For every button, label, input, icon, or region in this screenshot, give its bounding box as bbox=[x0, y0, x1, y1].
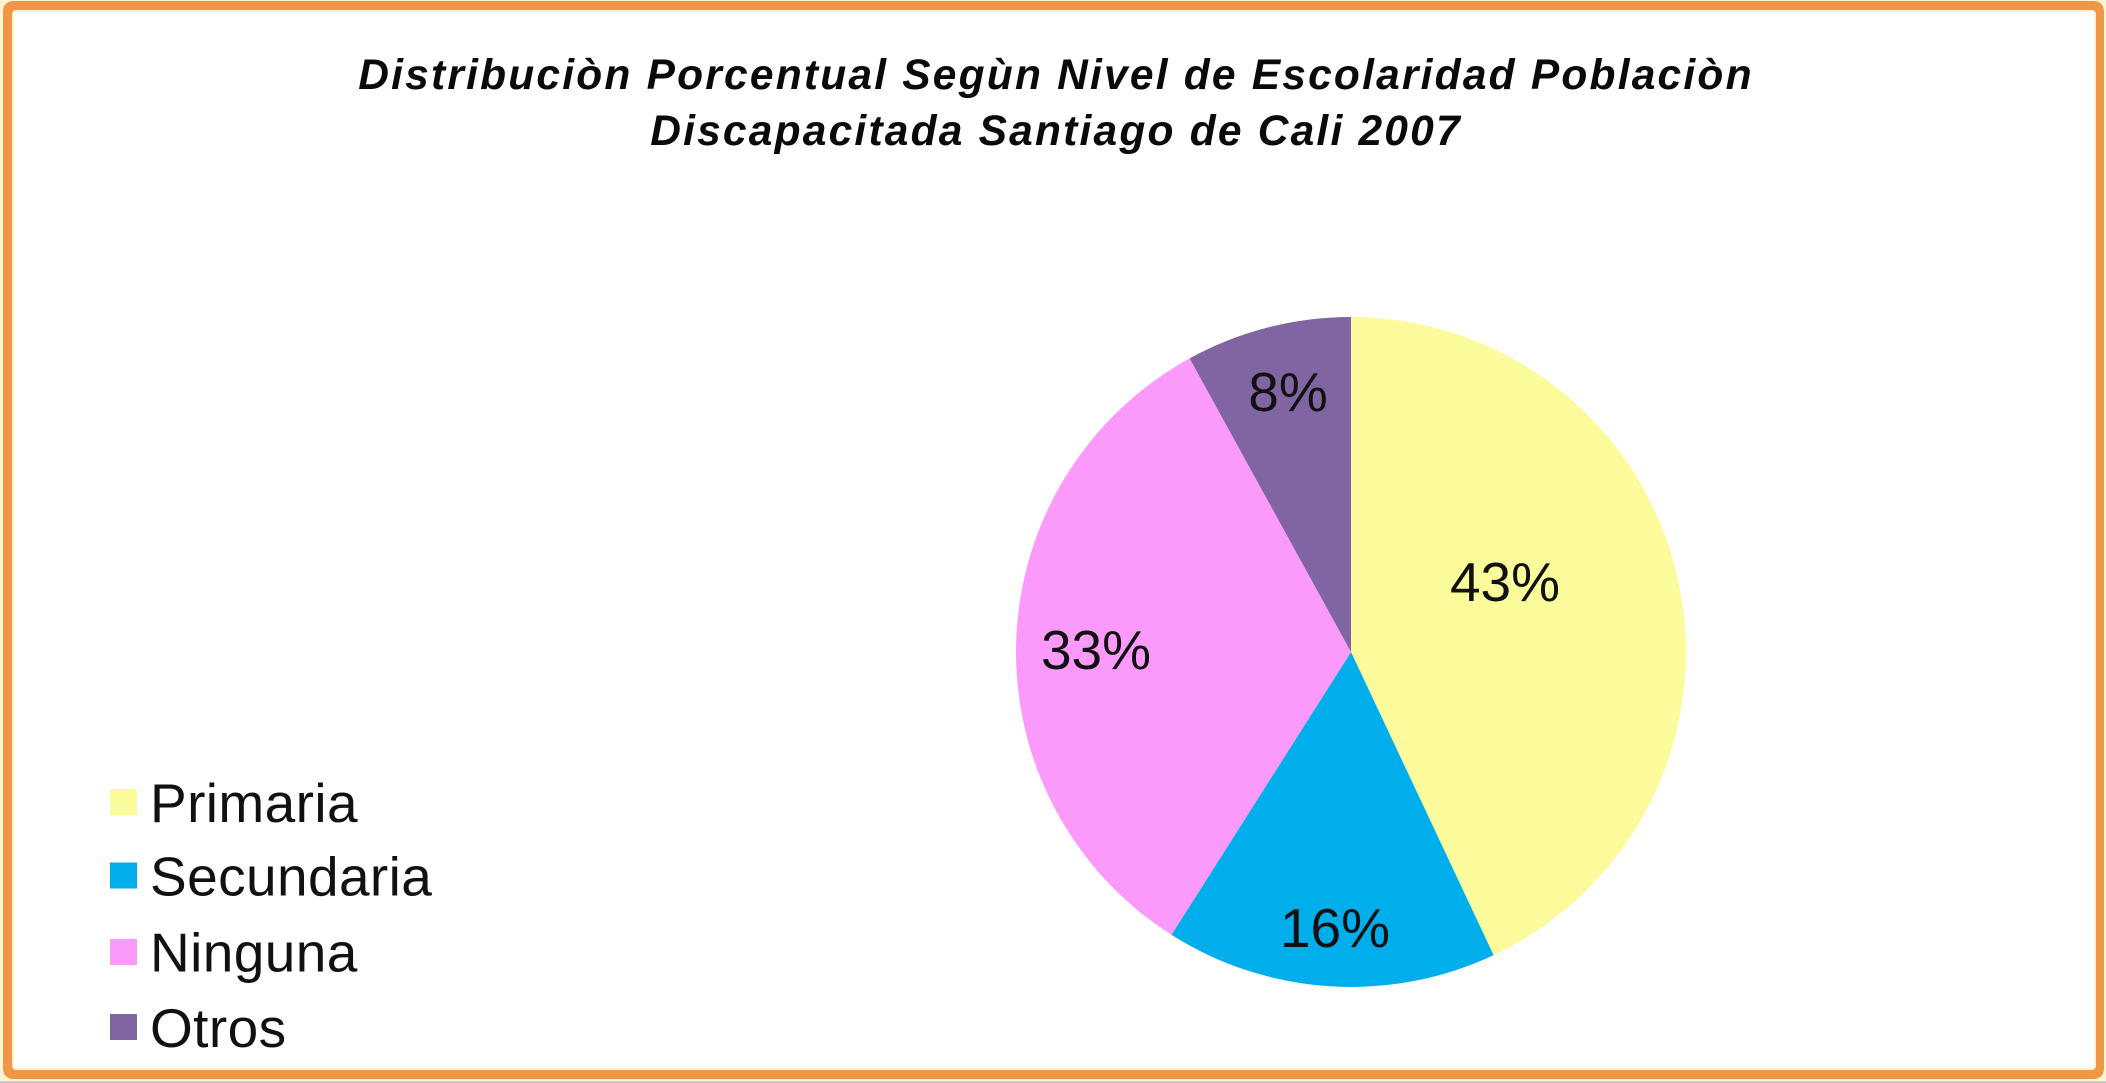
svg-text:Ninguna: Ninguna bbox=[150, 922, 358, 984]
svg-text:Distribuciòn Porcentual Segùn: Distribuciòn Porcentual Segùn Nivel de E… bbox=[358, 52, 1753, 99]
svg-text:16%: 16% bbox=[1280, 897, 1390, 959]
svg-text:Secundaria: Secundaria bbox=[150, 846, 432, 908]
svg-text:33%: 33% bbox=[1041, 619, 1151, 681]
svg-text:8%: 8% bbox=[1248, 361, 1328, 423]
svg-text:43%: 43% bbox=[1450, 551, 1560, 613]
svg-text:Primaria: Primaria bbox=[150, 772, 358, 834]
svg-text:Otros: Otros bbox=[150, 997, 286, 1059]
svg-text:Discapacitada Santiago de Cali: Discapacitada Santiago de Cali 2007 bbox=[650, 108, 1462, 155]
